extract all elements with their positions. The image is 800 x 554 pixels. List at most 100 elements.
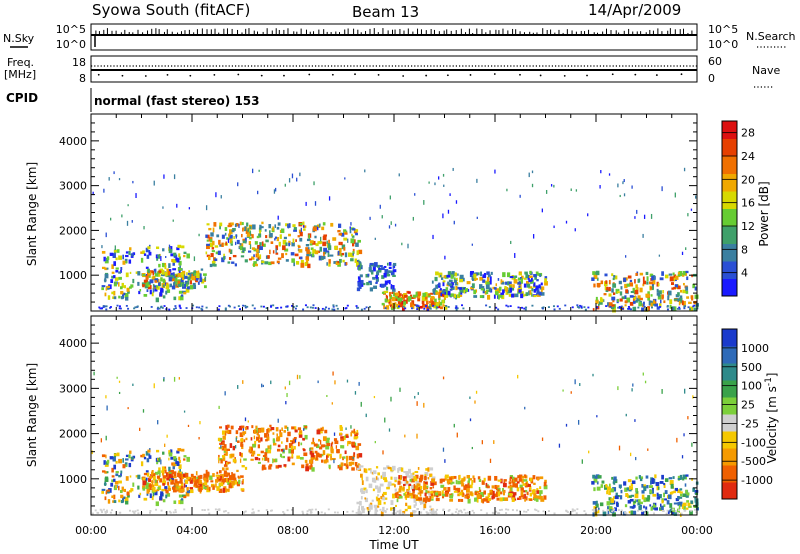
echo-cell — [238, 476, 241, 479]
colorbar-swatch — [722, 482, 737, 500]
echo-cell — [438, 289, 442, 292]
echo-cell — [319, 223, 321, 227]
echo-cell — [666, 500, 670, 505]
echo-cell — [156, 460, 159, 465]
echo-cell — [592, 308, 595, 312]
echo-cell — [284, 183, 286, 187]
echo-cell — [518, 273, 522, 276]
echo-cell — [226, 237, 229, 240]
echo-cell — [457, 498, 461, 502]
echo-cell — [312, 249, 316, 254]
echo-cell — [632, 501, 635, 507]
echo-cell — [316, 452, 319, 458]
echo-cell — [685, 286, 689, 291]
echo-cell — [360, 401, 362, 407]
echo-cell — [319, 236, 322, 242]
echo-cell — [381, 493, 385, 498]
echo-cell — [234, 223, 237, 228]
echo-cell — [442, 376, 445, 380]
echo-cell — [486, 281, 490, 285]
echo-cell — [529, 492, 533, 497]
echo-cell — [266, 429, 269, 434]
freq-dot — [586, 74, 588, 77]
echo-cell — [224, 477, 227, 483]
echo-cell — [179, 256, 181, 260]
echo-cell — [274, 458, 278, 463]
echo-cell — [380, 475, 383, 479]
echo-cell — [659, 481, 664, 484]
echo-cell — [479, 489, 482, 493]
echo-cell — [430, 508, 434, 511]
echo-cell — [241, 432, 245, 436]
echo-cell — [218, 475, 222, 481]
echo-cell — [139, 427, 141, 431]
echo-cell — [174, 511, 177, 514]
echo-cell — [511, 495, 516, 500]
echo-cell — [344, 262, 347, 266]
echo-cell — [387, 483, 391, 489]
echo-cell — [414, 395, 416, 399]
echo-cell — [343, 247, 346, 251]
echo-cell — [410, 478, 415, 483]
echo-cell — [358, 266, 361, 271]
echo-cell — [205, 234, 208, 238]
echo-cell — [430, 474, 432, 478]
echo-cell — [625, 413, 627, 417]
echo-cell — [612, 283, 617, 288]
echo-cell — [149, 475, 152, 479]
echo-cell — [429, 303, 432, 308]
echo-cell — [165, 290, 168, 295]
echo-cell — [106, 471, 109, 474]
echo-cell — [469, 418, 472, 422]
echo-cell — [600, 280, 604, 285]
echo-cell — [367, 507, 370, 513]
echo-cell — [426, 308, 429, 311]
echo-cell — [323, 247, 328, 252]
echo-cell — [392, 269, 397, 273]
echo-cell — [215, 479, 219, 483]
echo-cell — [161, 269, 165, 275]
echo-cell — [541, 437, 544, 441]
echo-cell — [486, 485, 490, 489]
echo-cell — [533, 482, 536, 485]
echo-cell — [454, 511, 457, 513]
echo-cell — [327, 252, 330, 257]
echo-cell — [226, 424, 230, 428]
echo-cell — [172, 268, 177, 271]
echo-cell — [378, 270, 382, 273]
echo-cell — [155, 457, 159, 462]
echo-cell — [492, 493, 496, 499]
echo-cell — [164, 469, 167, 474]
echo-cell — [251, 234, 254, 239]
echo-cell — [165, 255, 167, 259]
echo-cell — [442, 493, 446, 497]
echo-cell — [179, 471, 182, 475]
echo-cell — [449, 494, 454, 499]
echo-cell — [265, 509, 268, 511]
echo-cell — [255, 263, 258, 267]
freq-dot — [539, 74, 542, 77]
colorbar-swatch — [722, 191, 737, 209]
echo-cell — [599, 502, 604, 507]
echo-cell — [160, 256, 162, 261]
echo-cell — [142, 477, 146, 480]
echo-cell — [425, 468, 429, 471]
echo-cell — [202, 273, 207, 276]
echo-cell — [517, 277, 521, 281]
echo-cell — [584, 308, 587, 311]
echo-cell — [150, 306, 153, 308]
echo-cell — [379, 204, 381, 209]
echo-cell — [111, 291, 115, 295]
echo-cell — [425, 300, 429, 305]
echo-cell — [116, 452, 120, 457]
echo-cell — [631, 506, 635, 509]
echo-cell — [253, 435, 256, 440]
echo-cell — [366, 507, 371, 510]
echo-cell — [233, 306, 236, 309]
echo-cell — [649, 504, 652, 507]
echo-cell — [177, 244, 182, 248]
echo-cell — [656, 492, 659, 497]
echo-cell — [544, 281, 548, 286]
echo-cell — [350, 432, 353, 437]
echo-cell — [597, 507, 600, 510]
